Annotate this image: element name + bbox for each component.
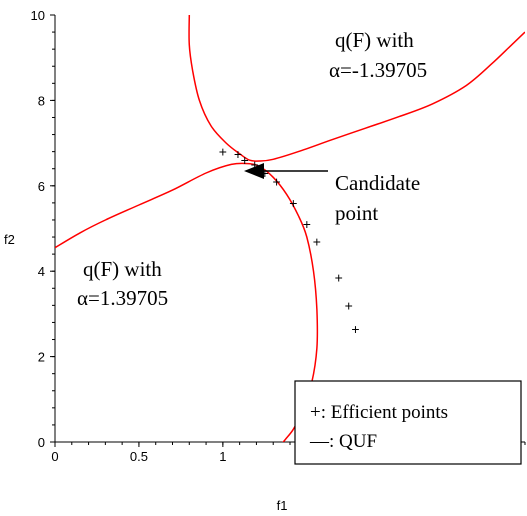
efficient-point: +	[234, 146, 242, 162]
annotation-upper-line1: q(F) with	[335, 28, 414, 52]
x-axis-label: f1	[277, 498, 288, 513]
annotation-candidate: Candidate point	[244, 163, 420, 225]
y-tick-label: 8	[38, 93, 45, 108]
y-tick-label: 2	[38, 350, 45, 365]
y-axis-label: f2	[4, 232, 15, 247]
annotation-lower-line1: q(F) with	[83, 257, 162, 281]
efficient-point: +	[251, 156, 259, 172]
efficient-point: +	[351, 321, 359, 337]
efficient-point: +	[289, 195, 297, 211]
axes	[54, 15, 525, 443]
annotation-lower-line2: α=1.39705	[77, 286, 168, 310]
annotation-upper: q(F) with α=-1.39705	[329, 28, 427, 82]
annotation-lower: q(F) with α=1.39705	[77, 257, 168, 310]
legend-box	[294, 380, 522, 465]
quf-curve-0	[188, 15, 525, 162]
candidate-arrow-head	[244, 163, 264, 179]
efficient-point: +	[303, 216, 311, 232]
legend-entry-quf: —: QUF	[309, 431, 377, 452]
y-tick-label: 0	[38, 435, 45, 450]
y-tick-label: 4	[38, 264, 45, 279]
y-tick-label: 6	[38, 179, 45, 194]
x-tick-label: 0.5	[130, 449, 148, 464]
x-tick-label: 1	[219, 449, 226, 464]
annotation-candidate-line1: Candidate	[335, 171, 420, 195]
x-tick-label: 0	[51, 449, 58, 464]
efficient-point: +	[241, 152, 249, 168]
efficient-point: +	[219, 144, 227, 160]
y-tick-label: 10	[31, 8, 45, 23]
efficient-point: +	[335, 270, 343, 286]
efficient-point: +	[272, 174, 280, 190]
efficient-point: +	[313, 233, 321, 249]
legend: +: Efficient points —: QUF	[294, 380, 522, 465]
efficient-point: +	[345, 297, 353, 313]
efficient-point: +	[261, 165, 269, 181]
legend-entry-efficient: +: Efficient points	[310, 402, 448, 423]
annotation-candidate-line2: point	[335, 201, 378, 225]
annotation-upper-line2: α=-1.39705	[329, 58, 427, 82]
